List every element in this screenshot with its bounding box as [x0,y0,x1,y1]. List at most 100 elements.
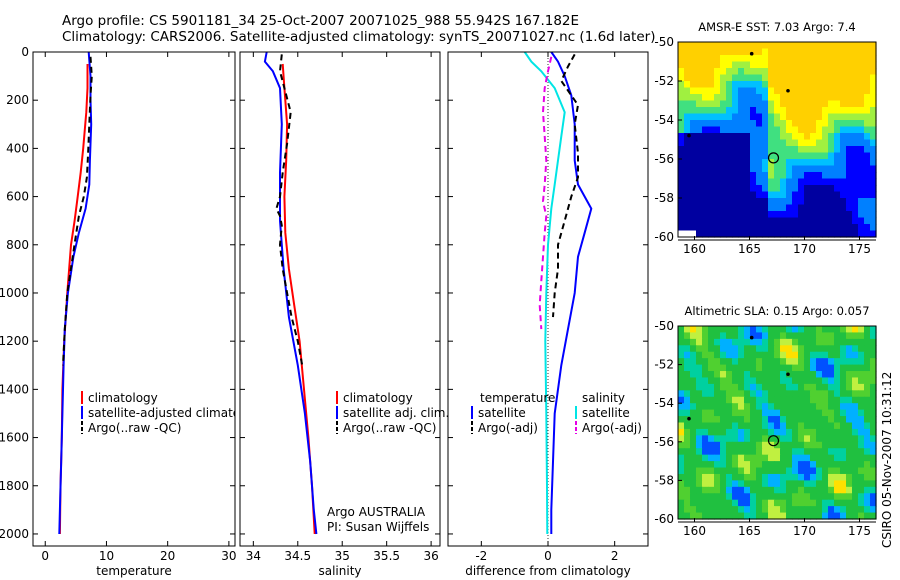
map-cell [786,126,793,134]
map-cell [678,172,685,180]
map-cell [768,326,775,334]
map-cell [774,383,781,391]
map-cell [690,473,697,481]
map-cell [756,467,763,475]
map-cell [684,499,691,507]
map-cell [732,441,739,449]
map-cell [852,383,859,391]
map-cell [678,217,685,225]
map-cell [846,338,853,346]
map-cell [858,461,865,469]
map-cell [762,159,769,167]
map-cell [798,61,805,69]
map-cell [732,42,739,50]
map-cell [690,506,697,514]
map-cell [792,87,799,95]
map-cell [678,191,685,199]
map-cell [714,185,721,193]
map-cell [768,345,775,353]
legend-label: satellite-adjusted climatology [88,406,266,420]
map-cell [786,172,793,180]
island-mark [749,51,754,56]
map-cell [690,396,697,404]
map-cell [858,428,865,436]
map-cell [696,87,703,95]
map-cell [780,493,787,501]
map-cell [684,448,691,456]
map-cell [774,152,781,160]
map-cell [840,326,847,334]
map-cell [858,178,865,186]
map-cell [696,42,703,50]
map-cell [750,486,757,494]
map-cell [756,493,763,501]
map-cell [828,416,835,424]
map-cell [780,211,787,219]
map-cell [738,198,745,206]
map-cell [762,493,769,501]
map-cell [678,422,685,430]
map-cell [780,48,787,56]
map-cell [762,506,769,514]
map-cell [750,139,757,147]
map-cell [810,480,817,488]
map-cell [732,224,739,232]
map-cell [822,211,829,219]
map-cell [846,42,853,50]
map-cell [696,493,703,501]
map-y-tick-label: -50 [654,35,674,49]
map-cell [678,211,685,219]
map-cell [834,172,841,180]
map-cell [750,345,757,353]
map-cell [714,448,721,456]
map-cell [690,461,697,469]
map-cell [708,172,715,180]
map-cell [840,107,847,115]
map-cell [744,68,751,76]
map-cell [678,61,685,69]
map-cell [768,74,775,82]
map-cell [864,403,871,411]
map-cell [822,152,829,160]
map-cell [738,126,745,134]
map-cell [678,377,685,385]
map-cell [864,493,871,501]
map-cell [696,422,703,430]
map-cell [702,486,709,494]
map-cell [690,126,697,134]
map-cell [696,416,703,424]
map-cell [690,152,697,160]
map-cell [864,146,871,154]
map-cell [720,403,727,411]
map-cell [714,146,721,154]
map-cell [852,152,859,160]
map-cell [750,467,757,475]
map-cell [846,87,853,95]
map-cell [828,230,835,238]
map-cell [684,364,691,372]
map-cell [726,371,733,379]
map-cell [846,383,853,391]
map-cell [678,113,685,121]
map-cell [864,358,871,366]
map-cell [696,204,703,212]
map-cell [690,204,697,212]
map-cell [762,139,769,147]
map-cell [738,326,745,334]
map-cell [696,81,703,89]
map-cell [732,396,739,404]
map-cell [840,120,847,128]
map-cell [864,467,871,475]
map-cell [708,454,715,462]
map-cell [804,448,811,456]
map-cell [762,113,769,121]
map-cell [684,493,691,501]
map-cell [714,120,721,128]
map-cell [750,506,757,514]
map-cell [738,185,745,193]
map-cell [816,461,823,469]
map-cell [732,159,739,167]
map-cell [690,499,697,507]
map-cell [684,94,691,102]
map-cell [786,345,793,353]
